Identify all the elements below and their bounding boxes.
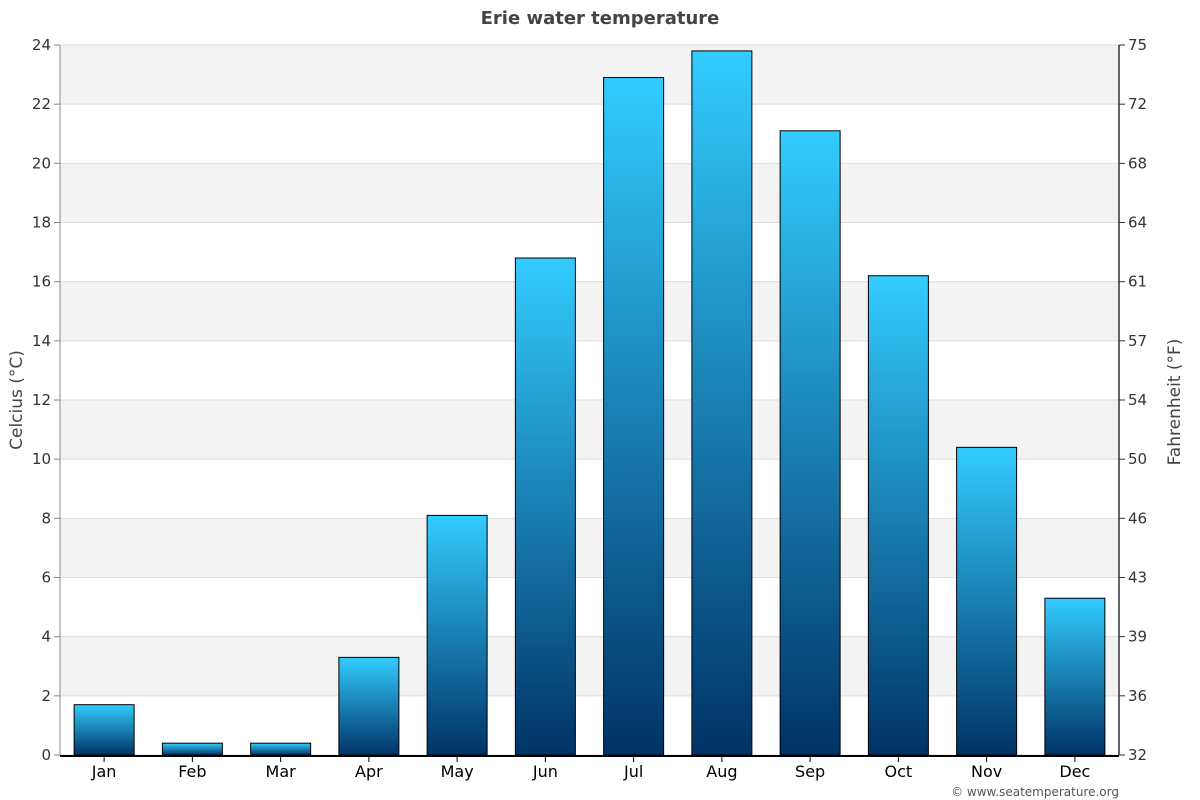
x-tick-label-may: May: [441, 762, 474, 781]
y-tick-label: 22: [32, 95, 51, 113]
x-axis-ticks: Jan Feb Mar Apr May Jun Jul Aug Sep Oct Nov Dec: [91, 756, 1090, 781]
bars: [73, 50, 1106, 756]
y-tick-label: 6: [41, 569, 51, 587]
bar-jul: [603, 77, 665, 756]
x-tick-label-jun: Jun: [532, 762, 558, 781]
background-band: [60, 636, 1119, 696]
background-band: [60, 518, 1119, 578]
y-tick-label: 4: [41, 628, 51, 646]
y-tick-label: 16: [32, 273, 51, 291]
y2-tick-label: 32: [1128, 746, 1147, 764]
y2-tick-label: 64: [1128, 214, 1147, 232]
y-tick-label: 12: [32, 391, 51, 409]
x-tick-label-dec: Dec: [1059, 762, 1090, 781]
y2-axis-label: Fahrenheit (°F): [1165, 339, 1185, 466]
x-tick-label-apr: Apr: [355, 762, 383, 781]
x-tick-label-jul: Jul: [623, 762, 643, 781]
y-tick-label: 18: [32, 214, 51, 232]
y2-tick-label: 36: [1128, 687, 1147, 705]
y-axis-label: Celcius (°C): [7, 350, 27, 450]
y2-tick-label: 75: [1128, 36, 1147, 54]
y2-tick-label: 50: [1128, 450, 1147, 468]
bar-apr: [338, 656, 400, 756]
y-tick-label: 24: [32, 36, 51, 54]
x-tick-label-aug: Aug: [706, 762, 737, 781]
y2-tick-label: 68: [1128, 154, 1147, 172]
y2-tick-label: 43: [1128, 569, 1147, 587]
bar-may: [426, 514, 488, 756]
x-tick-label-mar: Mar: [266, 762, 297, 781]
x-tick-label-nov: Nov: [971, 762, 1002, 781]
x-tick-label-feb: Feb: [178, 762, 206, 781]
y-tick-label: 20: [32, 154, 51, 172]
bar-feb: [161, 742, 223, 756]
bar-aug: [691, 50, 753, 756]
y-tick-label: 10: [32, 450, 51, 468]
chart-title: Erie water temperature: [481, 8, 720, 29]
bar-mar: [250, 742, 312, 756]
bar-sep: [779, 130, 841, 756]
bar-dec: [1044, 597, 1106, 756]
y2-tick-label: 57: [1128, 332, 1147, 350]
y2-axis-ticks: 32 36 39 43 46 50 54 57 61 64 68 72 75: [1119, 36, 1147, 764]
x-tick-label-oct: Oct: [885, 762, 913, 781]
x-tick-label-sep: Sep: [795, 762, 825, 781]
y2-tick-label: 46: [1128, 509, 1147, 527]
background-band: [60, 163, 1119, 223]
y-tick-label: 14: [32, 332, 51, 350]
x-tick-label-jan: Jan: [91, 762, 117, 781]
credit-text: © www.seatemperature.org: [951, 785, 1119, 799]
y2-tick-label: 39: [1128, 628, 1147, 646]
bar-nov: [956, 446, 1018, 756]
background-band: [60, 281, 1119, 341]
y-tick-label: 2: [41, 687, 51, 705]
bar-jun: [514, 257, 576, 756]
background-band: [60, 45, 1119, 105]
y2-tick-label: 54: [1128, 391, 1147, 409]
bar-oct: [867, 275, 929, 756]
y-tick-label: 0: [41, 746, 51, 764]
y-tick-label: 8: [41, 509, 51, 527]
background-bands: [60, 45, 1119, 696]
background-band: [60, 400, 1119, 460]
y2-tick-label: 61: [1128, 273, 1147, 291]
y2-tick-label: 72: [1128, 95, 1147, 113]
bar-jan: [73, 704, 135, 756]
